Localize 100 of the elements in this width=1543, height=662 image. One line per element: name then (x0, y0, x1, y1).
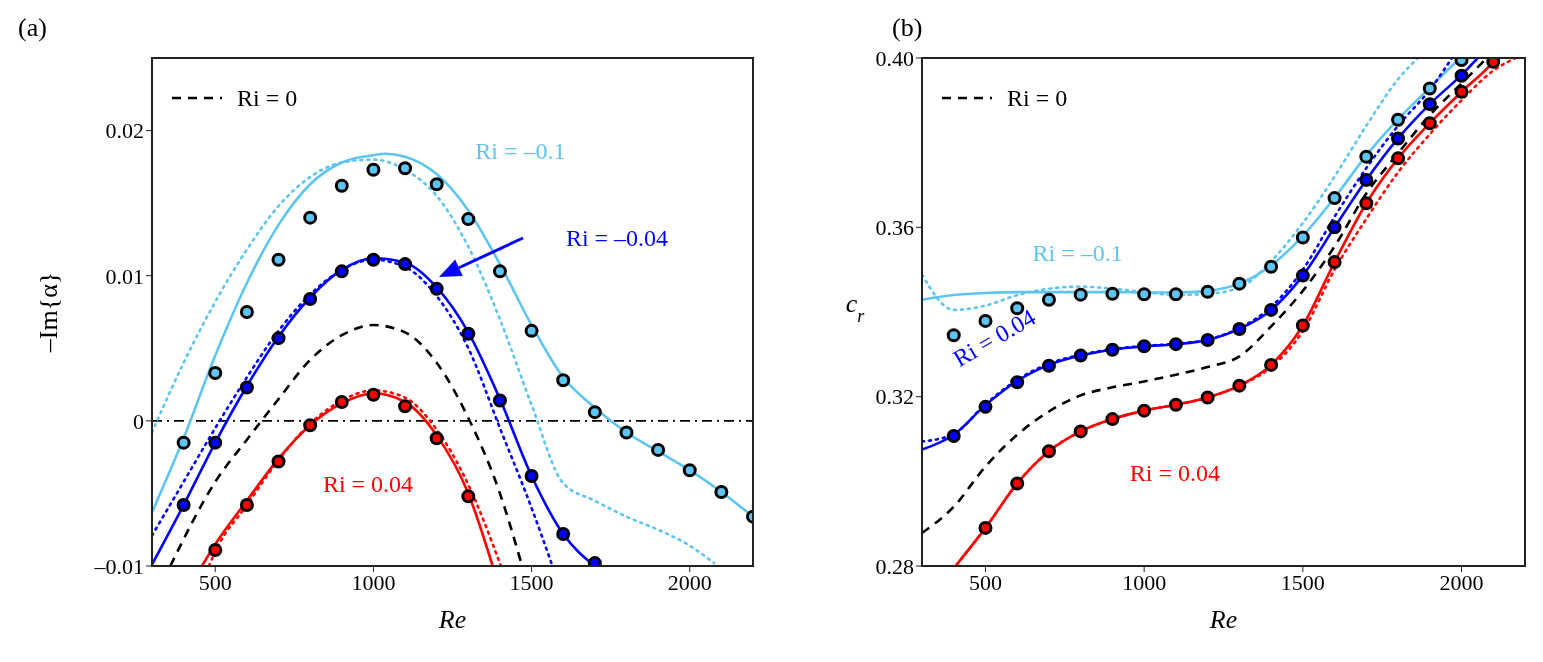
y-axis-title: c$_{r}$ (845, 289, 866, 326)
point (1391, 112, 1406, 127)
annotation: Ri = –0.1 (1032, 239, 1123, 266)
point (239, 380, 254, 395)
point (1200, 332, 1215, 347)
point (946, 429, 961, 444)
annotation: Ri = –0.04 (565, 224, 669, 251)
point (1422, 97, 1437, 112)
point (651, 442, 666, 457)
x-tick-label: 2000 (667, 569, 712, 595)
point (1422, 81, 1437, 96)
point (1486, 58, 1501, 69)
annotation: Ri = 0.04 (948, 304, 1040, 372)
point (492, 264, 507, 279)
point (208, 435, 223, 450)
y-tick-label: 0.02 (105, 118, 144, 144)
point (1359, 172, 1374, 187)
y-axis-title: –Im{α} (34, 271, 63, 354)
y-tick-label: 0.36 (875, 215, 914, 241)
point (978, 399, 993, 414)
annotation: Ri = –0.1 (475, 137, 566, 164)
x-axis-title: Re (437, 605, 467, 634)
point (1295, 268, 1310, 283)
point (587, 405, 602, 420)
point (1295, 318, 1310, 333)
point (1041, 444, 1056, 459)
annotation: Ri = 0.04 (1129, 460, 1220, 487)
point (398, 161, 413, 176)
point (461, 212, 476, 227)
point (366, 252, 381, 267)
point (1327, 191, 1342, 206)
point (1454, 84, 1469, 99)
point (1168, 287, 1183, 302)
point (1232, 276, 1247, 291)
x-tick-label: 1500 (509, 569, 554, 595)
point (303, 291, 318, 306)
point (1137, 339, 1152, 354)
point (303, 418, 318, 433)
point (429, 431, 444, 446)
point (619, 425, 634, 440)
point (524, 323, 539, 338)
point (176, 435, 191, 450)
point (1200, 284, 1215, 299)
point (1073, 348, 1088, 363)
x-tick-label: 1500 (1280, 569, 1325, 595)
y-tick-label: 0 (133, 408, 144, 434)
point (1422, 116, 1437, 131)
point (492, 393, 507, 408)
point (303, 210, 318, 225)
y-tick-label: 0.01 (105, 263, 144, 289)
point (1105, 342, 1120, 357)
x-tick-label: 1000 (1122, 569, 1167, 595)
point (556, 373, 571, 388)
point (429, 281, 444, 296)
point (271, 331, 286, 346)
point (461, 489, 476, 504)
point (1327, 220, 1342, 235)
point (1041, 292, 1056, 307)
point (1010, 375, 1025, 390)
point (461, 326, 476, 341)
point (366, 387, 381, 402)
y-tick-label: 0.40 (875, 45, 914, 71)
point (208, 543, 223, 558)
point (1264, 357, 1279, 372)
point (1232, 378, 1247, 393)
point (366, 162, 381, 177)
legend-label: Ri = 0 (1007, 85, 1068, 111)
point (239, 305, 254, 319)
x-tick-label: 1000 (351, 569, 396, 595)
point (682, 463, 697, 478)
point (524, 469, 539, 484)
point (334, 264, 349, 279)
point (1327, 255, 1342, 270)
chart-title: (a) (18, 13, 47, 42)
point (1264, 302, 1279, 317)
point (271, 252, 286, 267)
chart-title: (b) (892, 13, 923, 42)
point (1359, 149, 1374, 164)
point (1264, 259, 1279, 274)
point (334, 394, 349, 409)
point (556, 527, 571, 542)
point (978, 520, 993, 535)
y-tick-label: 0.28 (875, 553, 914, 579)
point (176, 498, 191, 513)
point (1010, 476, 1025, 491)
point (239, 498, 254, 513)
point (1391, 131, 1406, 146)
point (334, 178, 349, 193)
point (271, 454, 286, 469)
point (1200, 390, 1215, 405)
point (1391, 151, 1406, 166)
point (1105, 286, 1120, 301)
legend-label: Ri = 0 (237, 85, 298, 111)
point (1454, 68, 1469, 83)
x-tick-label: 2000 (1439, 569, 1484, 595)
point (1137, 403, 1152, 418)
point (1073, 424, 1088, 439)
y-tick-label: –0.01 (93, 553, 144, 579)
annotation: Ri = 0.04 (322, 470, 414, 497)
point (714, 484, 729, 499)
